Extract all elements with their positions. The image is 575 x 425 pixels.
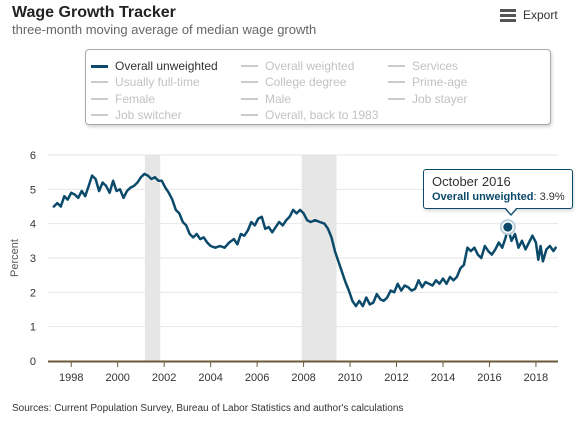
legend-swatch [241,98,258,100]
axes: 0 1 2 3 4 5 6 1998 2000 2002 2004 2006 2008 2010 2012 2… [30,150,558,384]
chart-title: Wage Growth Tracker [12,4,176,21]
legend-swatch [241,81,258,83]
legend-item-overall-back-to-1983[interactable]: Overall, back to 1983 [241,107,378,123]
legend-swatch [388,65,405,67]
legend-swatch [388,81,405,83]
y-tick-label: 2 [30,287,36,299]
tooltip-value: 3.9% [539,191,565,203]
x-tick-label: 2006 [245,372,269,384]
tooltip: October 2016 Overall unweighted: 3.9% [423,169,573,209]
x-tick-label: 2000 [105,372,129,384]
legend-item-female[interactable]: Female [91,91,155,107]
x-tick-label: 2014 [431,372,455,384]
tooltip-line: Overall unweighted: 3.9% [432,191,565,203]
legend-item-overall-unweighted[interactable]: Overall unweighted [91,58,218,74]
legend-swatch [91,64,108,68]
legend-label: Overall weighted [265,59,355,73]
legend-label: Female [115,92,156,106]
legend-item-services[interactable]: Services [388,58,458,74]
x-tick-label: 1998 [59,372,83,384]
legend-item-overall-weighted[interactable]: Overall weighted [241,58,354,74]
x-tick-label: 2008 [291,372,315,384]
legend-swatch [91,98,108,100]
x-tick-label: 2002 [152,372,176,384]
x-tick-label: 2012 [384,372,408,384]
legend-label: Usually full-time [115,75,200,89]
tooltip-series: Overall unweighted [432,191,534,203]
legend-item-usually-full-time[interactable]: Usually full-time [91,74,200,90]
legend-item-male[interactable]: Male [241,91,291,107]
legend-swatch [91,81,108,83]
legend-item-college-degree[interactable]: College degree [241,74,346,90]
legend-swatch [91,114,108,116]
y-tick-label: 4 [30,219,36,231]
legend-label: Male [265,92,292,106]
legend-label: Overall unweighted [115,59,218,73]
export-label: Export [523,8,558,22]
x-tick-label: 2018 [524,372,548,384]
y-tick-label: 3 [30,253,36,265]
legend-item-job-stayer[interactable]: Job stayer [388,91,467,107]
highlight-marker [503,222,513,232]
series-layer [52,172,557,308]
source-note: Sources: Current Population Survey, Bure… [12,403,404,414]
legend-item-prime-age[interactable]: Prime-age [388,74,467,90]
chart-subtitle: three-month moving average of median wag… [12,22,317,37]
x-tick-label: 2016 [477,372,501,384]
y-tick-label: 6 [30,150,36,162]
export-button[interactable]: Export [500,8,558,22]
legend-item-job-switcher[interactable]: Job switcher [91,107,182,123]
legend-label: Job switcher [115,108,182,122]
tooltip-arrow-inner [505,207,517,214]
gridlines [48,154,558,328]
y-tick-label: 1 [30,322,36,334]
legend-label: College degree [265,75,347,89]
legend-label: Overall, back to 1983 [265,108,379,122]
legend-label: Prime-age [412,75,468,89]
y-tick-label: 5 [30,184,36,196]
legend-label: Services [412,59,459,73]
tooltip-month: October 2016 [432,174,511,189]
legend-label: Job stayer [412,92,468,106]
series-line [52,172,557,308]
legend: Overall unweighted Overall weighted Serv… [85,49,551,125]
menu-icon [500,8,516,22]
y-axis-label: Percent [9,239,21,277]
x-tick-label: 2010 [338,372,362,384]
legend-swatch [241,65,258,67]
x-tick-label: 2004 [198,372,222,384]
legend-swatch [388,98,405,100]
y-tick-label: 0 [30,356,36,368]
legend-swatch [241,114,258,116]
